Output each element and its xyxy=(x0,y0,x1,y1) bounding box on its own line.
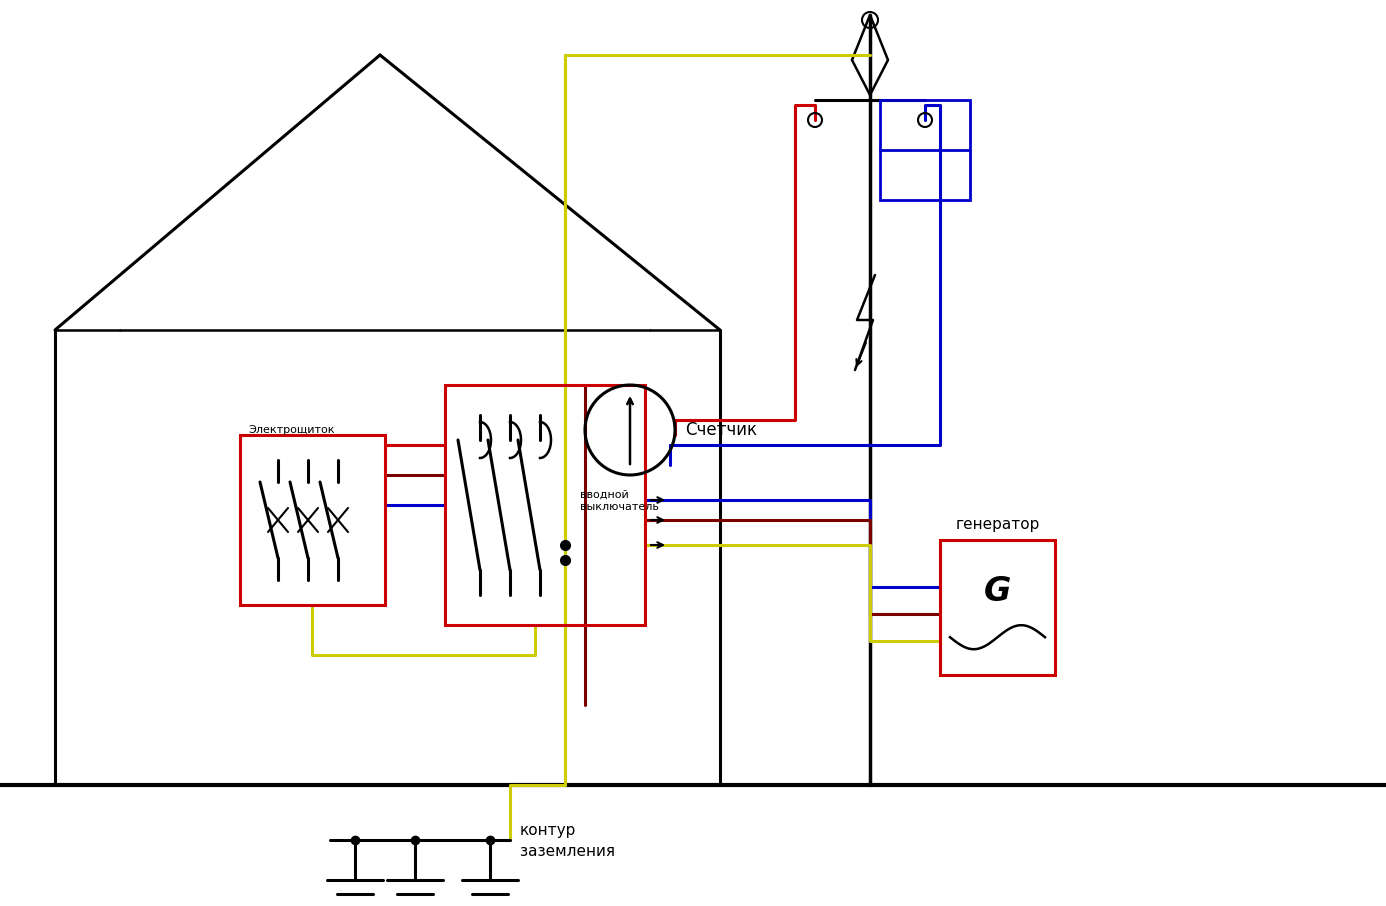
Text: Электрощиток: Электрощиток xyxy=(248,425,334,435)
Bar xyxy=(445,385,644,625)
Text: Счетчик: Счетчик xyxy=(685,421,757,439)
Text: контур: контур xyxy=(520,823,577,837)
Text: G: G xyxy=(983,574,1010,608)
Bar xyxy=(940,540,1055,675)
Bar xyxy=(240,435,385,605)
Bar xyxy=(880,100,970,200)
Text: заземления: заземления xyxy=(520,844,615,860)
Text: вводной
выключатель: вводной выключатель xyxy=(579,490,658,512)
Text: генератор: генератор xyxy=(956,517,1040,532)
